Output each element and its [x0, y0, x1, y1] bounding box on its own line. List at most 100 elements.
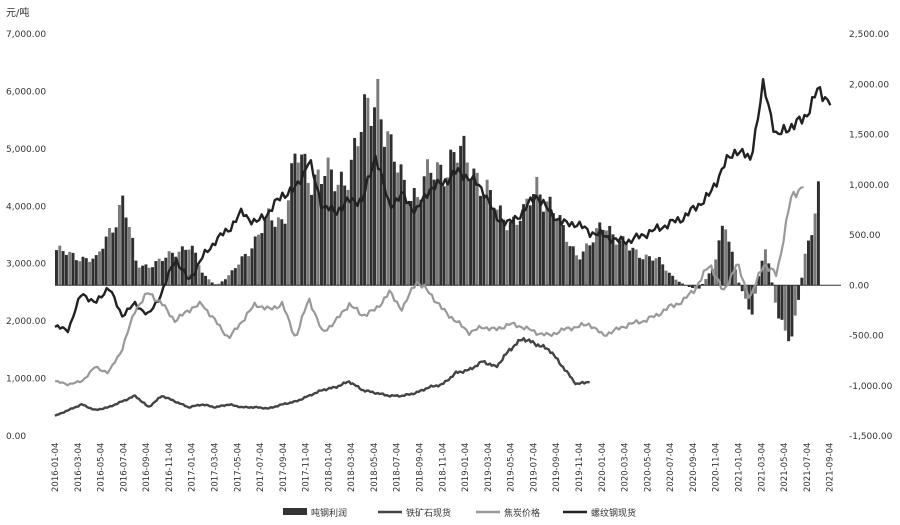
- profit-bar: [117, 204, 121, 286]
- profit-bar: [240, 256, 244, 286]
- profit-bar: [64, 254, 68, 286]
- profit-bar: [313, 174, 317, 286]
- profit-bar: [336, 184, 340, 286]
- profit-bar: [273, 226, 277, 286]
- profit-bar: [697, 285, 701, 289]
- profit-bar: [379, 119, 383, 286]
- profit-bar: [197, 265, 201, 286]
- series-line: [54, 78, 832, 334]
- profit-bar: [396, 172, 400, 286]
- profit-bar: [389, 134, 393, 286]
- profit-bar: [545, 201, 549, 286]
- profit-bar: [164, 257, 168, 286]
- x-tick-label: 2017-07-04: [256, 443, 266, 492]
- profit-bar: [734, 269, 738, 286]
- left-axis-unit: 元/吨: [6, 6, 29, 19]
- profit-bar: [654, 258, 658, 286]
- profit-bar: [260, 233, 264, 286]
- profit-bar: [628, 250, 632, 286]
- profit-bar: [101, 248, 105, 286]
- profit-bar: [184, 249, 188, 286]
- profit-bar: [452, 152, 456, 286]
- profit-bar: [88, 261, 92, 286]
- profit-bar: [710, 269, 714, 286]
- profit-bar: [353, 137, 357, 286]
- right-tick-label: -1,500.00: [849, 432, 893, 442]
- profit-bar: [402, 179, 406, 286]
- profit-bar: [210, 282, 214, 286]
- profit-bar: [671, 275, 675, 286]
- profit-bar: [300, 154, 304, 286]
- profit-bar: [58, 245, 62, 286]
- profit-bar: [170, 252, 174, 286]
- profit-bar: [127, 227, 131, 286]
- left-tick-label: 7,000.00: [6, 30, 46, 40]
- profit-bar: [68, 251, 72, 286]
- profit-bar: [366, 97, 370, 286]
- profit-bar: [223, 279, 227, 286]
- profit-bar: [492, 209, 496, 286]
- profit-bar: [727, 241, 731, 286]
- x-tick-label: 2016-01-04: [51, 443, 61, 492]
- profit-bar: [306, 182, 310, 286]
- profit-bar: [283, 223, 287, 286]
- profit-bar: [406, 203, 410, 286]
- profit-bar: [84, 258, 88, 286]
- profit-bar: [108, 227, 111, 286]
- x-tick-label: 2018-01-04: [324, 443, 334, 492]
- profit-bar: [730, 251, 734, 286]
- profit-bar: [618, 240, 622, 286]
- profit-bar: [638, 257, 641, 286]
- x-tick-label: 2020-01-04: [598, 443, 608, 492]
- profit-bar: [227, 275, 231, 286]
- x-tick-label: 2021-09-04: [826, 443, 836, 492]
- left-tick-label: 3,000.00: [6, 260, 46, 270]
- profit-bar: [432, 179, 436, 286]
- left-tick-label: 6,000.00: [6, 87, 46, 97]
- profit-bar: [296, 162, 300, 286]
- profit-bar: [724, 229, 728, 286]
- profit-bar: [167, 251, 171, 286]
- profit-bar: [151, 267, 155, 286]
- profit-bar: [515, 224, 519, 286]
- profit-bar: [373, 107, 376, 286]
- profit-bar: [422, 176, 426, 286]
- profit-bar: [495, 209, 499, 286]
- x-tick-label: 2016-11-04: [165, 443, 175, 492]
- profit-bar: [356, 146, 360, 286]
- profit-bar: [691, 285, 695, 289]
- profit-bar: [482, 194, 486, 286]
- profit-bar: [346, 189, 350, 286]
- profit-bar: [803, 253, 807, 286]
- profit-bar: [750, 285, 754, 315]
- profit-bar: [651, 260, 655, 286]
- left-tick-label: 5,000.00: [6, 145, 46, 155]
- profit-bar: [498, 205, 502, 286]
- profit-bar: [429, 172, 433, 286]
- profit-bar: [578, 259, 582, 286]
- right-tick-label: -500.00: [849, 332, 884, 342]
- profit-bar: [323, 176, 327, 286]
- profit-bar: [604, 230, 608, 286]
- x-tick-label: 2021-01-04: [734, 443, 744, 492]
- profit-bar: [376, 78, 380, 286]
- profit-bar: [508, 221, 512, 286]
- profit-bar: [382, 146, 386, 286]
- x-tick-label: 2020-07-04: [666, 443, 676, 492]
- profit-bar: [667, 272, 671, 286]
- right-tick-label: 2,000.00: [849, 80, 889, 90]
- profit-bar: [147, 267, 151, 286]
- profit-bar: [614, 244, 618, 286]
- profit-bar: [585, 243, 588, 286]
- x-tick-label: 2018-09-04: [416, 443, 426, 492]
- profit-bar: [581, 251, 585, 286]
- profit-bar: [465, 162, 469, 286]
- series-line: [54, 186, 804, 387]
- profit-bar: [343, 185, 347, 286]
- x-tick-label: 2016-09-04: [142, 443, 152, 492]
- profit-bar: [737, 282, 741, 286]
- profit-bar: [704, 279, 708, 286]
- profit-bar: [621, 236, 625, 286]
- profit-bar: [310, 194, 314, 286]
